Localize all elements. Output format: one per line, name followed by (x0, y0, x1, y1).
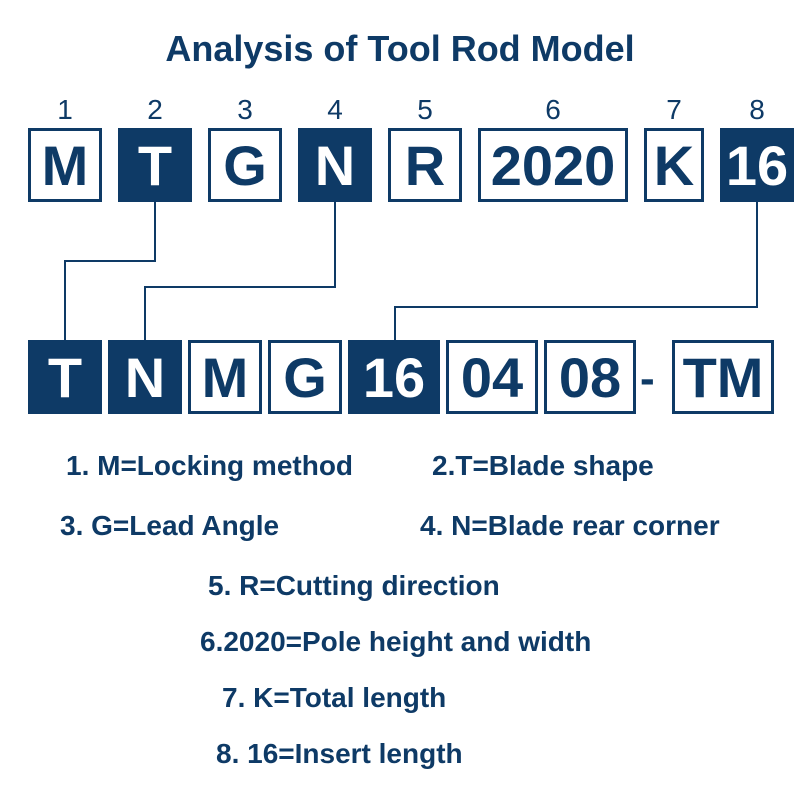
legend-item-7: 7. K=Total length (222, 682, 446, 714)
connector-2-seg-1 (394, 306, 758, 308)
row1-cell-3: G (208, 128, 282, 202)
connector-1-seg-2 (144, 286, 146, 340)
row2-cell-6: 04 (446, 340, 538, 414)
row1-numlabel-4: 4 (298, 94, 372, 126)
row1-cell-7: K (644, 128, 704, 202)
connector-0-seg-2 (64, 260, 66, 340)
legend-item-8: 8. 16=Insert length (216, 738, 463, 770)
row1-numlabel-1: 1 (28, 94, 102, 126)
legend-item-4: 4. N=Blade rear corner (420, 510, 720, 542)
legend-item-3: 3. G=Lead Angle (60, 510, 279, 542)
row1-cell-4: N (298, 128, 372, 202)
row2-cell-1: T (28, 340, 102, 414)
row2-cell-4: G (268, 340, 342, 414)
connector-1-seg-1 (144, 286, 336, 288)
row2-cell-7: 08 (544, 340, 636, 414)
row2-cell-5: 16 (348, 340, 440, 414)
row1-cell-6: 2020 (478, 128, 628, 202)
row1-cell-8: 16 (720, 128, 794, 202)
row1-numlabel-7: 7 (644, 94, 704, 126)
row1-numlabel-8: 8 (720, 94, 794, 126)
row1-numlabel-6: 6 (478, 94, 628, 126)
row1-cell-2: T (118, 128, 192, 202)
dash-separator: - (640, 354, 655, 404)
row2-cell-2: N (108, 340, 182, 414)
legend-item-2: 2.T=Blade shape (432, 450, 654, 482)
row1-numlabel-2: 2 (118, 94, 192, 126)
row1-numlabel-3: 3 (208, 94, 282, 126)
connector-2-seg-0 (756, 202, 758, 308)
connector-2-seg-2 (394, 306, 396, 340)
connector-0-seg-0 (154, 202, 156, 262)
connector-1-seg-0 (334, 202, 336, 288)
legend-item-1: 1. M=Locking method (66, 450, 353, 482)
legend-item-6: 6.2020=Pole height and width (200, 626, 591, 658)
row1-cell-1: M (28, 128, 102, 202)
row1-numlabel-5: 5 (388, 94, 462, 126)
legend-item-5: 5. R=Cutting direction (208, 570, 500, 602)
row1-cell-5: R (388, 128, 462, 202)
page-title: Analysis of Tool Rod Model (0, 28, 800, 70)
connector-0-seg-1 (64, 260, 156, 262)
row2-cell-3: M (188, 340, 262, 414)
row2-cell-8: TM (672, 340, 774, 414)
